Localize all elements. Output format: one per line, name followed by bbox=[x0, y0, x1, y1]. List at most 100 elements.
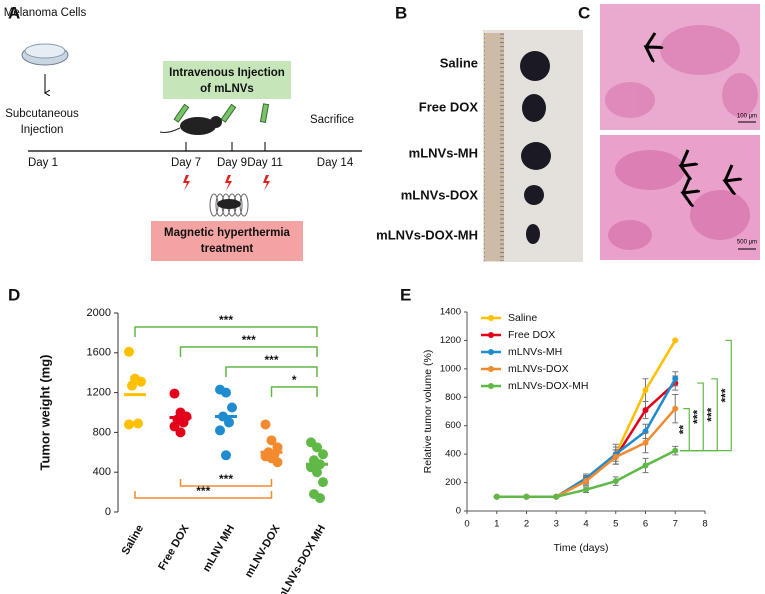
coil bbox=[209, 193, 249, 217]
panel-label: C bbox=[578, 3, 590, 22]
data-point bbox=[175, 427, 186, 438]
significance-bracket bbox=[134, 326, 318, 337]
data-point bbox=[612, 478, 619, 485]
legend-label: Saline bbox=[508, 312, 537, 324]
significance-bracket bbox=[179, 479, 273, 487]
panel-label: E bbox=[400, 285, 411, 304]
significance-label: ** bbox=[676, 425, 690, 435]
x-tick-label: mLNV MH bbox=[201, 523, 237, 574]
significance-bracket bbox=[680, 339, 732, 452]
y-tick-label: 0 bbox=[456, 506, 461, 517]
significance-label: * bbox=[292, 373, 297, 387]
petri-dish-lid bbox=[24, 43, 66, 59]
x-tick-label: 8 bbox=[702, 519, 707, 530]
significance-label: *** bbox=[196, 484, 210, 498]
y-tick-label: 1200 bbox=[87, 387, 111, 399]
scale-label: 100 μm bbox=[737, 114, 757, 120]
data-point bbox=[583, 478, 589, 485]
day-label: Day 14 bbox=[317, 157, 354, 169]
arrows bbox=[646, 32, 732, 193]
x-tick-label: 2 bbox=[524, 519, 529, 530]
x-tick-label: 5 bbox=[613, 519, 618, 530]
data-point bbox=[318, 449, 328, 460]
data-point bbox=[672, 337, 679, 344]
significance-bracket bbox=[179, 346, 318, 357]
data-point bbox=[133, 418, 143, 429]
data-point bbox=[672, 447, 679, 454]
significance-label: *** bbox=[242, 333, 256, 347]
legend-label: mLNVs-MH bbox=[508, 346, 562, 358]
y-tick-label: 1000 bbox=[440, 363, 461, 374]
data-point bbox=[642, 462, 649, 469]
panel-label: D bbox=[8, 285, 20, 304]
data-point bbox=[672, 405, 679, 412]
injection-label: Injection bbox=[21, 124, 64, 136]
panel-label: A bbox=[8, 3, 20, 22]
mh-box bbox=[151, 221, 303, 261]
iv-box bbox=[163, 61, 291, 99]
data-point bbox=[642, 407, 649, 414]
day-label: Day 9 bbox=[217, 157, 247, 169]
x-tick-label: mLNVs-DOX MH bbox=[275, 523, 328, 594]
data-point bbox=[124, 346, 134, 357]
legend-label: Free DOX bbox=[508, 329, 555, 341]
y-tick-label: 400 bbox=[445, 449, 461, 460]
data-point bbox=[136, 376, 146, 387]
x-axis-title: Time (days) bbox=[553, 542, 608, 554]
panel-a: A Melanoma Cells Subcutaneous Injection … bbox=[4, 3, 362, 261]
y-tick-label: 0 bbox=[105, 506, 111, 518]
timeline-ticks bbox=[185, 142, 266, 151]
data-point bbox=[221, 387, 231, 398]
data-point bbox=[312, 442, 322, 453]
legend-marker bbox=[488, 366, 494, 372]
significance-label: *** bbox=[219, 472, 233, 486]
day-label: Day 11 bbox=[247, 157, 283, 169]
group-label: mLNVs-MH bbox=[409, 145, 478, 160]
y-tick-label: 1200 bbox=[440, 335, 461, 346]
data-point bbox=[127, 380, 137, 391]
ruler bbox=[484, 33, 504, 261]
data-point bbox=[315, 493, 325, 504]
data-point bbox=[124, 419, 134, 430]
iv-label: of mLNVs bbox=[200, 83, 254, 95]
x-tick-label: 0 bbox=[464, 519, 469, 530]
data-point bbox=[272, 457, 283, 468]
legend-label: mLNVs-DOX-MH bbox=[508, 380, 589, 392]
data-point bbox=[553, 493, 560, 500]
x-tick-label: 1 bbox=[494, 519, 499, 530]
x-tick-label: 7 bbox=[673, 519, 678, 530]
y-tick-label: 1400 bbox=[440, 307, 461, 318]
y-axis-title: Tumor weight (mg) bbox=[37, 354, 52, 470]
group-label: mLNVs-DOX-MH bbox=[376, 227, 478, 242]
panel-c: C 100 μm 500 μm bbox=[578, 3, 760, 260]
significance-bracket bbox=[270, 386, 318, 397]
x-tick-label: Free DOX bbox=[156, 522, 192, 572]
legend-marker bbox=[488, 383, 494, 389]
data-point bbox=[612, 453, 619, 460]
x-tick-label: 3 bbox=[554, 519, 559, 530]
group-label: Free DOX bbox=[419, 99, 479, 114]
data-point bbox=[493, 493, 500, 500]
group-label: Saline bbox=[440, 55, 478, 70]
data-point bbox=[642, 439, 649, 446]
y-tick-label: 800 bbox=[445, 392, 461, 403]
data-point bbox=[318, 477, 328, 488]
significance-label: *** bbox=[690, 409, 704, 423]
tissue-texture bbox=[605, 25, 758, 118]
panel-label: B bbox=[395, 3, 407, 22]
significance-label: *** bbox=[704, 407, 718, 421]
day-label: Day 1 bbox=[28, 157, 58, 169]
y-axis-title: Relative tumor volume (%) bbox=[422, 350, 434, 474]
cells-label: Melanoma Cells bbox=[4, 7, 87, 19]
tumors bbox=[520, 51, 551, 244]
significance-label: *** bbox=[264, 353, 278, 367]
syringes bbox=[173, 103, 270, 123]
mouse bbox=[159, 116, 222, 135]
significance-bracket bbox=[225, 366, 318, 377]
data-point bbox=[672, 375, 679, 382]
data-point bbox=[312, 467, 322, 478]
data-point bbox=[642, 387, 649, 394]
mh-label: Magnetic hyperthermia bbox=[164, 227, 290, 239]
y-tick-label: 400 bbox=[93, 466, 111, 478]
